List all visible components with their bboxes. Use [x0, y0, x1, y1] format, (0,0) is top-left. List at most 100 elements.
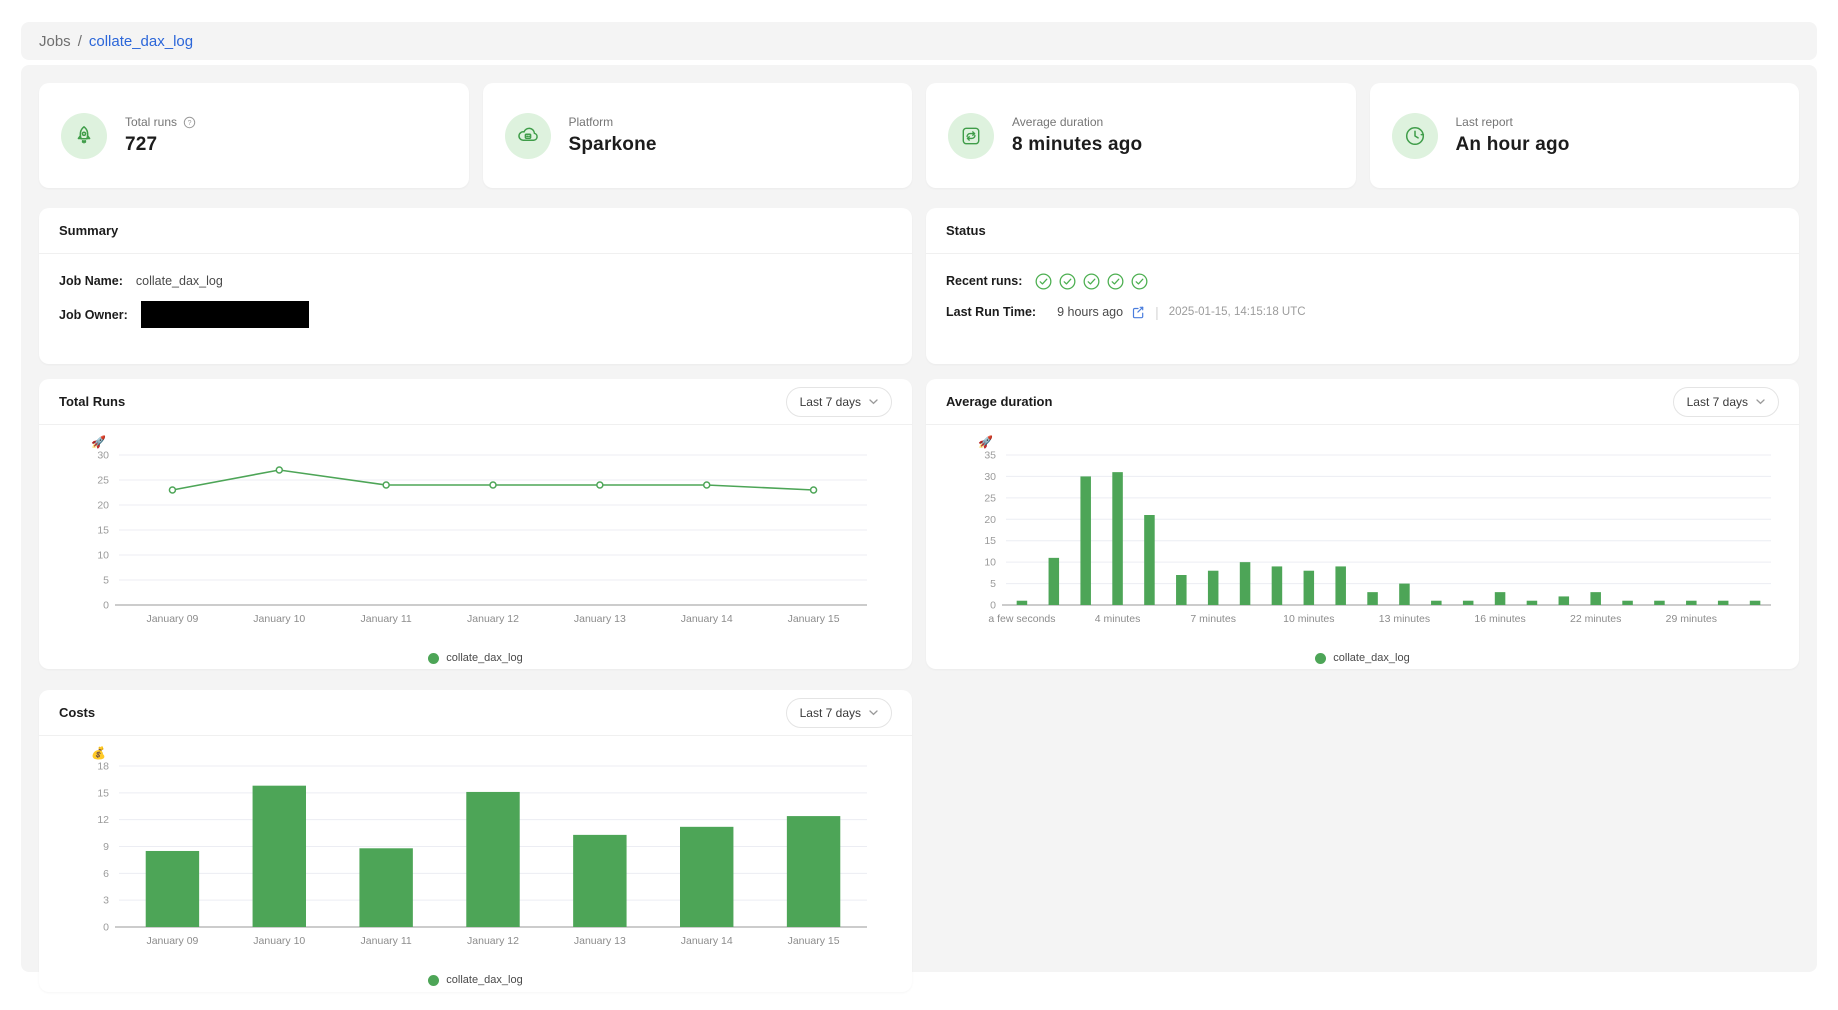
costs-chart: 0 3 6 9 12 15 18💰 January 09 January 10 January 1…	[91, 746, 867, 947]
breadcrumb-jobs-link[interactable]: Jobs	[39, 32, 71, 50]
help-circle-icon[interactable]: ?	[183, 116, 196, 129]
job-name-value: collate_dax_log	[135, 274, 223, 288]
check-circle-icon[interactable]	[1131, 273, 1148, 290]
svg-text:20: 20	[984, 514, 996, 526]
recent-runs-label: Recent runs:	[946, 274, 1023, 288]
svg-text:9: 9	[103, 841, 109, 853]
stat-label: Platform	[568, 115, 614, 129]
svg-text:0: 0	[103, 600, 109, 612]
svg-text:6: 6	[103, 868, 109, 880]
svg-text:January 13: January 13	[574, 935, 626, 947]
platform-cloud-icon	[504, 112, 551, 159]
svg-text:January 11: January 11	[361, 935, 412, 947]
avg-duration-title: Average duration	[946, 394, 1053, 409]
stat-value: 8 minutes ago	[1012, 134, 1143, 155]
svg-text:0: 0	[990, 600, 996, 612]
stats-row: Total runs ? 727	[39, 83, 1799, 188]
status-title: Status	[946, 223, 986, 238]
total-runs-range-dropdown[interactable]: Last 7 days	[785, 386, 892, 417]
costs-range-dropdown[interactable]: Last 7 days	[785, 697, 892, 728]
chart-legend[interactable]: collate_dax_log	[39, 969, 912, 991]
avg-duration-chart: 0 5 10 15 20 25 30 35🚀 a few seconds 4 minutes 7 m…	[978, 435, 1771, 625]
avg-duration-range-dropdown[interactable]: Last 7 days	[1672, 386, 1779, 417]
legend-label: collate_dax_log	[1333, 652, 1410, 664]
svg-text:January 10: January 10	[253, 935, 305, 947]
svg-text:January 15: January 15	[788, 613, 840, 625]
svg-text:January 14: January 14	[681, 935, 733, 947]
page: Jobs / collate_dax_log Total	[0, 22, 1838, 992]
stat-label: Total runs	[125, 115, 178, 129]
rocket-icon	[61, 112, 107, 159]
svg-text:0: 0	[103, 922, 109, 934]
stat-label: Last report	[1455, 115, 1513, 129]
svg-text:15: 15	[97, 787, 109, 799]
svg-text:3: 3	[103, 895, 109, 907]
legend-label: collate_dax_log	[446, 652, 523, 664]
svg-text:January 13: January 13	[574, 613, 626, 625]
stat-label: Average duration	[1012, 115, 1104, 129]
costs-title: Costs	[59, 705, 96, 720]
svg-text:January 10: January 10	[253, 613, 305, 625]
svg-text:10: 10	[984, 557, 996, 569]
total-runs-chart: 0 5 10 15 20 25 30🚀 January 09 January 10 January…	[91, 435, 867, 625]
chart-legend[interactable]: collate_dax_log	[39, 647, 912, 669]
svg-text:January 12: January 12	[467, 613, 519, 625]
last-run-timestamp: 2025-01-15, 14:15:18 UTC	[1168, 306, 1306, 318]
check-circle-icon[interactable]	[1107, 273, 1124, 290]
empty-area	[926, 690, 1799, 992]
external-link-icon[interactable]	[1131, 305, 1145, 319]
svg-text:25: 25	[984, 492, 996, 504]
svg-text:30: 30	[97, 450, 109, 462]
costs-panel: Costs Last 7 days 0 3 6 9 12 15 18 💰 January 09 J…	[39, 690, 912, 992]
svg-text:💰: 💰	[91, 746, 106, 760]
svg-text:16 minutes: 16 minutes	[1474, 613, 1525, 625]
breadcrumb: Jobs / collate_dax_log	[21, 22, 1817, 60]
svg-text:12: 12	[97, 814, 109, 826]
svg-text:5: 5	[103, 575, 109, 587]
content-area: Total runs ? 727	[21, 65, 1817, 992]
recent-runs-checks	[1035, 273, 1148, 290]
job-owner-label: Job Owner:	[59, 307, 128, 322]
svg-text:30: 30	[984, 471, 996, 483]
svg-text:5: 5	[990, 578, 996, 590]
svg-text:10 minutes: 10 minutes	[1283, 613, 1334, 625]
stat-card-total-runs: Total runs ? 727	[39, 83, 469, 188]
stat-card-platform: Platform Sparkone	[482, 83, 912, 188]
status-panel: Status Recent runs: Last Run Time: 9 hou…	[926, 208, 1799, 364]
chevron-down-icon	[1756, 398, 1765, 404]
total-runs-title: Total Runs	[59, 394, 126, 409]
breadcrumb-job-name-link[interactable]: collate_dax_log	[88, 32, 194, 50]
legend-label: collate_dax_log	[446, 974, 523, 986]
svg-text:15: 15	[97, 525, 109, 537]
svg-text:January 14: January 14	[681, 613, 733, 625]
svg-text:January 09: January 09	[146, 613, 198, 625]
svg-text:22 minutes: 22 minutes	[1570, 613, 1621, 625]
svg-text:10: 10	[97, 550, 109, 562]
svg-text:January 11: January 11	[361, 613, 412, 625]
legend-dot	[428, 652, 440, 664]
legend-dot	[1315, 652, 1327, 664]
range-label: Last 7 days	[1686, 394, 1748, 409]
sync-repeat-icon	[948, 112, 994, 159]
svg-text:🚀: 🚀	[91, 435, 106, 449]
svg-text:18: 18	[97, 761, 109, 773]
range-label: Last 7 days	[799, 394, 861, 409]
svg-text:?: ?	[188, 119, 192, 126]
svg-text:13 minutes: 13 minutes	[1379, 613, 1430, 625]
job-owner-redacted	[140, 301, 309, 328]
svg-text:January 09: January 09	[146, 935, 198, 947]
svg-text:7 minutes: 7 minutes	[1190, 613, 1236, 625]
svg-text:29 minutes: 29 minutes	[1666, 613, 1717, 625]
stat-card-average-duration: Average duration 8 minutes ago	[926, 83, 1356, 188]
stat-value: Sparkone	[568, 134, 657, 155]
svg-text:🚀: 🚀	[978, 435, 993, 449]
breadcrumb-separator: /	[77, 32, 82, 50]
check-circle-icon[interactable]	[1083, 273, 1100, 290]
avg-duration-panel: Average duration Last 7 days 0 5 10 15 20 25 3…	[926, 379, 1799, 669]
chart-legend[interactable]: collate_dax_log	[926, 647, 1799, 669]
check-circle-icon[interactable]	[1059, 273, 1076, 290]
status-separator: |	[1155, 304, 1159, 320]
svg-text:January 12: January 12	[467, 935, 519, 947]
check-circle-icon[interactable]	[1035, 273, 1052, 290]
svg-text:20: 20	[97, 500, 109, 512]
